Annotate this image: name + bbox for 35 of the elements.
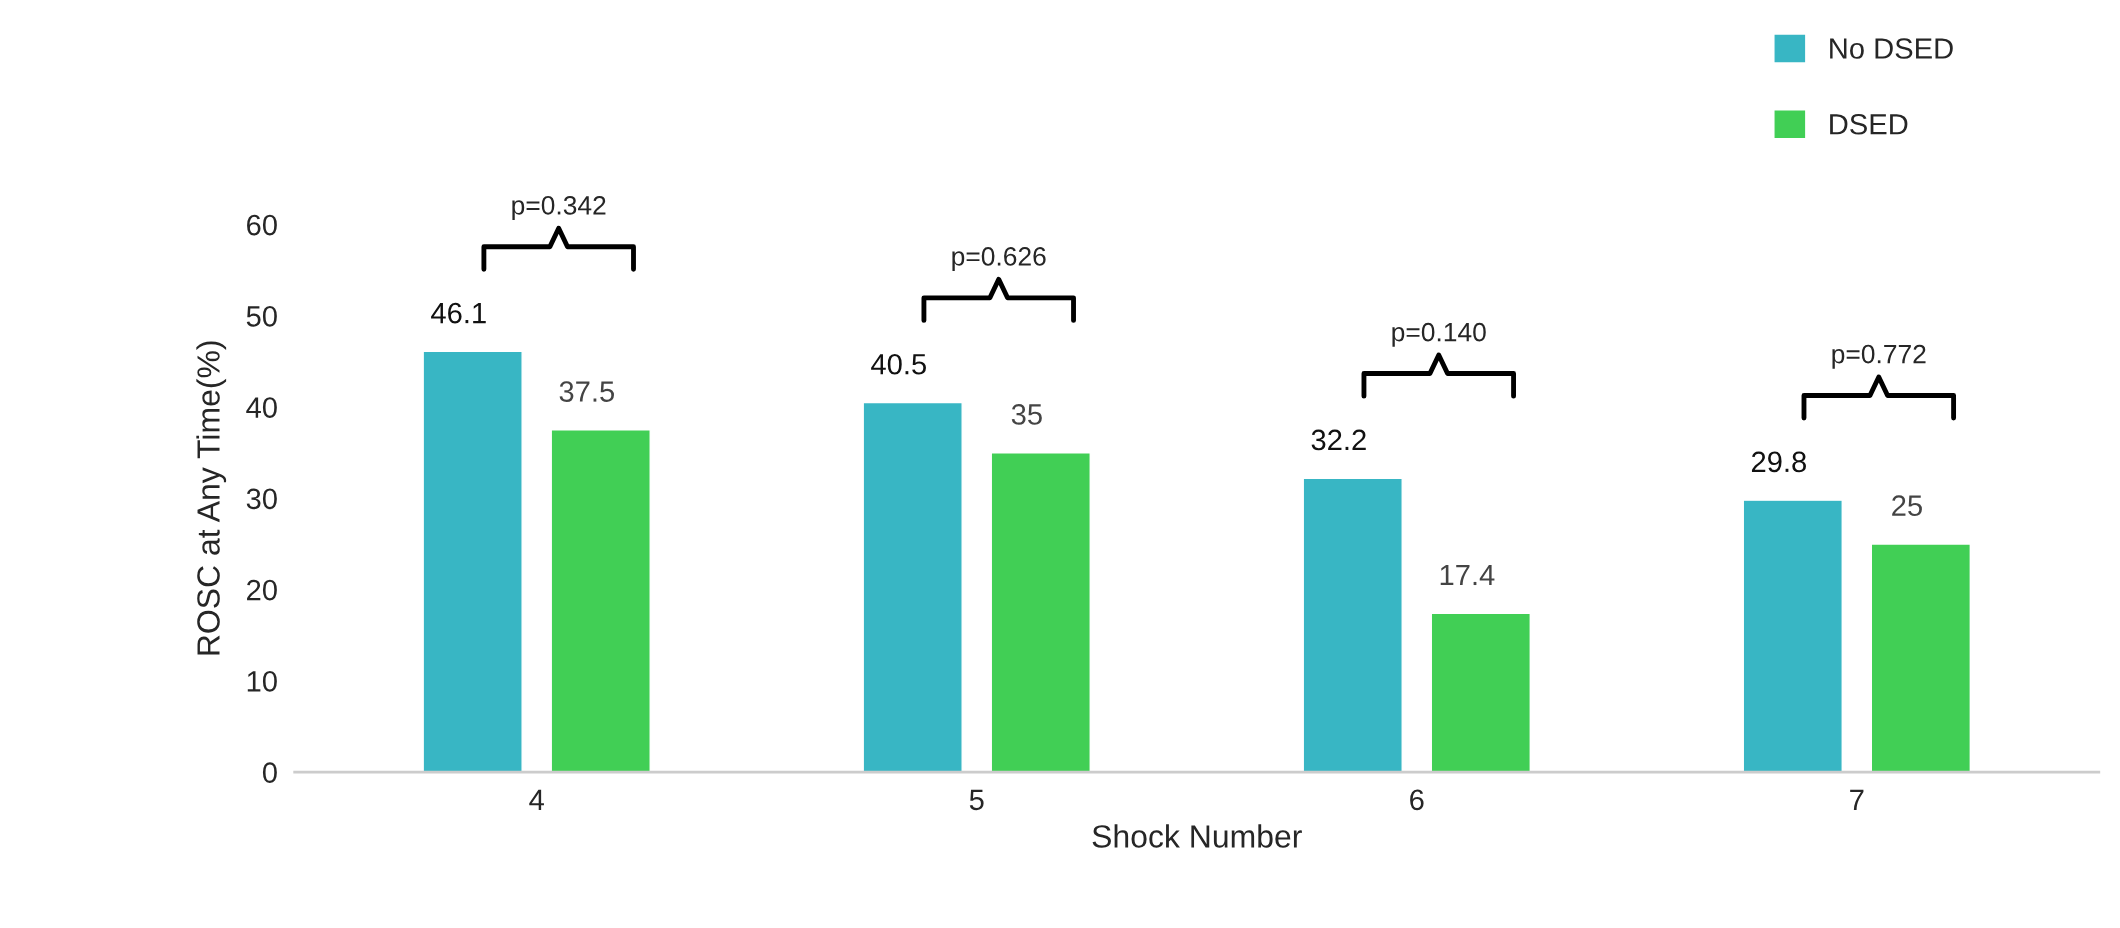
- bar: [1742, 499, 1843, 773]
- y-tick-label: 0: [262, 762, 277, 783]
- x-tick-label: 7: [1850, 789, 1864, 810]
- bar: [1302, 477, 1403, 773]
- bar: [422, 350, 523, 773]
- bar: [1430, 612, 1531, 773]
- text: p=0.342: [512, 195, 606, 220]
- data-label: 32.2: [1311, 429, 1366, 451]
- data-label: 35: [1011, 404, 1042, 425]
- legend-label: No DSED: [1830, 38, 1953, 59]
- bar: [1870, 543, 1972, 773]
- legend-label: DSED: [1830, 113, 1908, 135]
- data-label: 46.1: [431, 302, 486, 324]
- y-tick-label: 50: [246, 306, 277, 327]
- data-label: 37.5: [559, 381, 614, 402]
- annotation: p=0.140: [1392, 322, 1486, 347]
- y-tick-label: 20: [247, 579, 277, 601]
- bar: [550, 429, 651, 773]
- bar: [862, 401, 963, 773]
- y-tick-label: 40: [246, 397, 277, 418]
- data-label: 29.8: [1751, 451, 1806, 473]
- x-tick-label: 4: [529, 789, 544, 810]
- y-tick-label: 60: [247, 214, 277, 236]
- data-label: 25: [1892, 495, 1922, 516]
- y-tick-label: 10: [247, 671, 277, 692]
- x-axis-title: Shock Number: [1092, 824, 1302, 848]
- data-label: 40.5: [871, 353, 926, 375]
- bar: [990, 452, 1091, 773]
- data-label: 17.4: [1440, 564, 1495, 586]
- annotation: p=0.626: [952, 247, 1046, 271]
- annotation: p=0.772: [1832, 344, 1926, 369]
- x-tick-label: 5: [969, 789, 984, 811]
- y-axis-title: ROSC at Any Time(%): [196, 341, 227, 655]
- y-tick-label: 30: [246, 488, 277, 510]
- x-tick-label: 6: [1410, 789, 1424, 811]
